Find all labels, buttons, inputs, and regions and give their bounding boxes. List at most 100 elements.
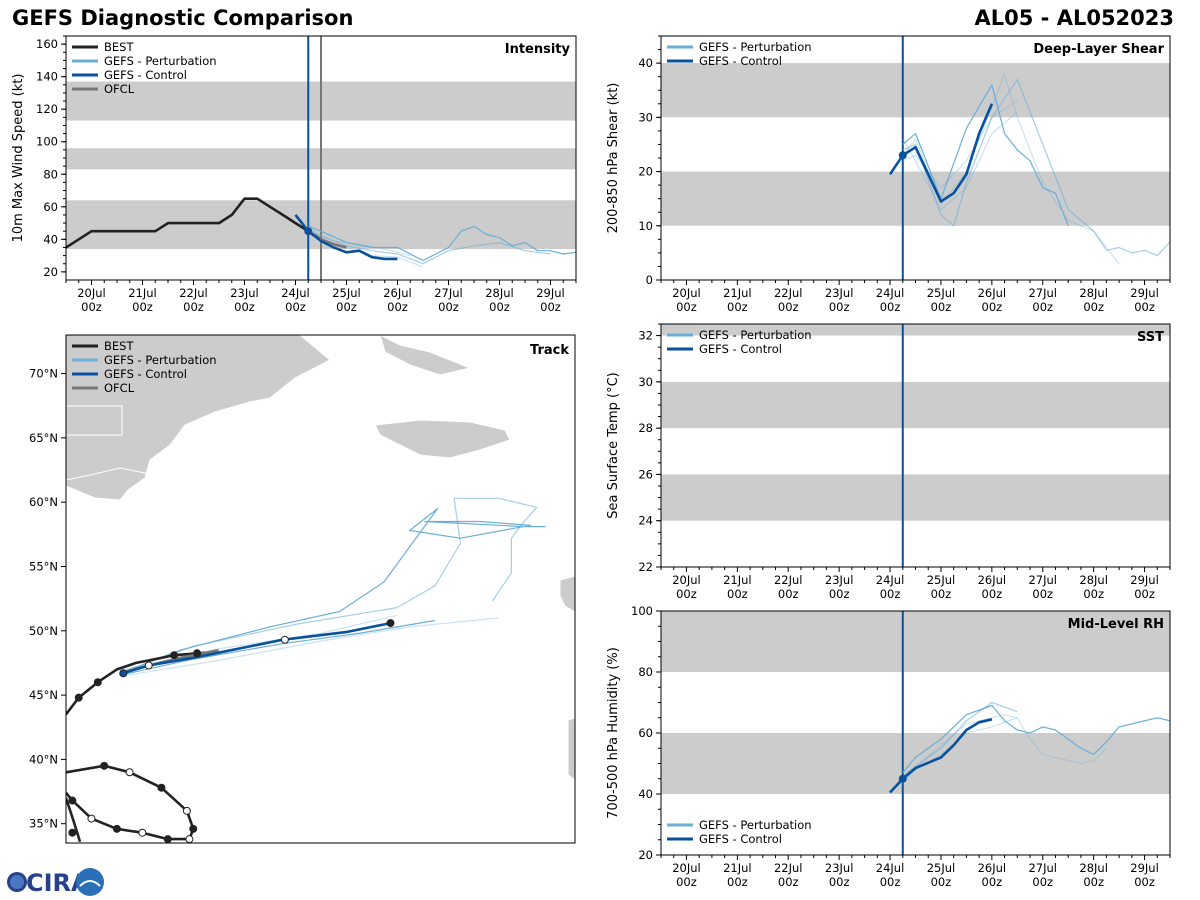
series-line-pert2 [902,78,1170,257]
track-line-pert [123,508,546,673]
x-tick-hour: 00z [880,587,901,601]
best-track-marker [93,678,102,687]
best-track-marker [138,828,147,837]
y-tick-label: 30 [638,110,653,124]
x-tick-day: 26Jul [383,286,412,300]
best-track-marker [189,824,198,833]
category-band [661,474,1170,521]
map-area [66,335,575,843]
lat-tick-label: 65°N [29,431,58,445]
x-tick-hour: 00z [676,875,697,889]
y-tick-label: 30 [638,375,653,389]
x-tick-day: 23Jul [825,286,854,300]
y-tick-label: 80 [638,665,653,679]
x-tick-day: 29Jul [1130,861,1159,875]
plot-area [661,611,1170,855]
best-track-marker [87,814,96,823]
track-line-best [66,764,195,841]
x-tick-hour: 00z [931,300,952,314]
cira-globe-inner [10,875,24,889]
legend-label: GEFS - Control [104,68,187,82]
y-tick-label: 100 [36,135,58,149]
y-tick-label: 160 [36,37,58,51]
category-band [661,324,1170,336]
x-tick-day: 22Jul [774,861,803,875]
track-line-best [66,797,82,843]
x-tick-hour: 00z [183,300,204,314]
legend-label: GEFS - Control [699,54,782,68]
legend-label: BEST [104,40,134,54]
series-line-control [294,214,398,261]
plot-area [661,36,1170,280]
x-tick-hour: 00z [676,300,697,314]
y-tick-label: 100 [631,604,653,618]
x-tick-day: 20Jul [77,286,106,300]
y-axis-label: 10m Max Wind Speed (kt) [11,74,26,243]
x-tick-hour: 00z [1134,587,1155,601]
land-mass [66,335,331,501]
x-tick-hour: 00z [1083,587,1104,601]
init-point-marker [898,774,907,783]
x-tick-hour: 00z [931,587,952,601]
legend-label: GEFS - Perturbation [699,818,812,832]
series-line-pert [902,704,1170,773]
storm-id-title: AL05 - AL052023 [974,6,1175,30]
border-line [66,405,123,436]
control-track-marker [119,669,128,678]
x-tick-day: 28Jul [1079,286,1108,300]
x-tick-hour: 00z [336,300,357,314]
control-track-marker [280,635,289,644]
series-line-pert2 [902,701,1018,777]
chart-track: 35°N 40°N 45°N 50°N 55°N 60°N 65°N 70°N Track BES… [29,334,576,844]
x-tick-day: 22Jul [774,286,803,300]
x-tick-hour: 00z [931,875,952,889]
lat-tick-label: 55°N [29,559,58,573]
x-tick-hour: 00z [829,875,850,889]
legend-label: GEFS - Control [104,367,187,381]
x-tick-day: 20Jul [672,861,701,875]
x-tick-hour: 00z [1032,875,1053,889]
x-tick-hour: 00z [778,300,799,314]
legend-label: GEFS - Perturbation [104,353,217,367]
category-band [661,611,1170,672]
x-tick-hour: 00z [778,587,799,601]
land-mass [379,335,472,376]
cira-logo: CIRA [7,868,104,897]
legend-label: GEFS - Control [699,832,782,846]
x-tick-day: 28Jul [1079,573,1108,587]
x-tick-hour: 00z [1032,300,1053,314]
series-line-pert [902,84,1069,227]
series-line-pert3 [902,714,1107,780]
y-tick-label: 20 [638,165,653,179]
x-tick-day: 20Jul [672,286,701,300]
category-band [661,733,1170,794]
x-tick-day: 25Jul [927,861,956,875]
x-tick-hour: 00z [489,300,510,314]
y-tick-label: 40 [43,232,58,246]
x-tick-day: 26Jul [978,286,1007,300]
y-tick-label: 20 [638,848,653,862]
y-tick-label: 28 [638,421,653,435]
x-tick-hour: 00z [387,300,408,314]
series-line-pert3 [902,100,1018,189]
y-tick-label: 22 [638,560,653,574]
x-tick-hour: 00z [982,300,1003,314]
best-track-marker [125,768,134,777]
best-track-marker [68,796,77,805]
control-track-marker [144,661,153,670]
x-tick-day: 26Jul [978,861,1007,875]
x-tick-hour: 00z [81,300,102,314]
panel-title: Deep-Layer Shear [1033,42,1164,57]
x-tick-day: 26Jul [978,573,1007,587]
category-band [661,381,1170,429]
y-tick-label: 40 [638,56,653,70]
lat-tick-label: 40°N [29,752,58,766]
best-track-marker [170,651,179,660]
x-tick-hour: 00z [1083,300,1104,314]
chart-intensity: 2040608010012014016020Jul00z21Jul00z22Ju… [11,35,577,314]
x-tick-hour: 00z [285,300,306,314]
legend-label: GEFS - Perturbation [104,54,217,68]
figure-title: GEFS Diagnostic Comparison [12,6,354,30]
plot-area [66,36,576,280]
